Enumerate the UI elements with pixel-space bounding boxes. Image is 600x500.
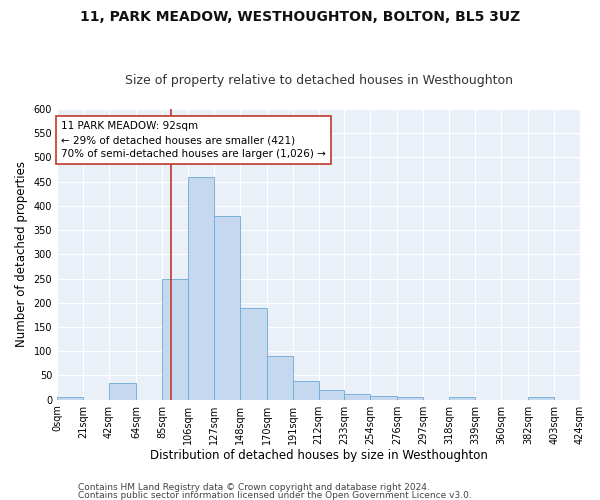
- Text: Contains HM Land Registry data © Crown copyright and database right 2024.: Contains HM Land Registry data © Crown c…: [78, 484, 430, 492]
- Bar: [528, 398, 554, 400]
- Y-axis label: Number of detached properties: Number of detached properties: [15, 162, 28, 348]
- Bar: [188, 177, 214, 400]
- Text: Contains public sector information licensed under the Open Government Licence v3: Contains public sector information licen…: [78, 490, 472, 500]
- Text: 11, PARK MEADOW, WESTHOUGHTON, BOLTON, BL5 3UZ: 11, PARK MEADOW, WESTHOUGHTON, BOLTON, B…: [80, 10, 520, 24]
- Bar: [370, 396, 397, 400]
- Bar: [319, 390, 344, 400]
- Title: Size of property relative to detached houses in Westhoughton: Size of property relative to detached ho…: [125, 74, 512, 87]
- Bar: [344, 394, 370, 400]
- Bar: [449, 398, 475, 400]
- Bar: [397, 398, 424, 400]
- Bar: [162, 278, 188, 400]
- Bar: [57, 398, 83, 400]
- Bar: [214, 216, 239, 400]
- Bar: [267, 356, 293, 400]
- Bar: [239, 308, 267, 400]
- Bar: [109, 383, 136, 400]
- Text: 11 PARK MEADOW: 92sqm
← 29% of detached houses are smaller (421)
70% of semi-det: 11 PARK MEADOW: 92sqm ← 29% of detached …: [61, 121, 326, 159]
- X-axis label: Distribution of detached houses by size in Westhoughton: Distribution of detached houses by size …: [149, 450, 487, 462]
- Bar: [293, 382, 319, 400]
